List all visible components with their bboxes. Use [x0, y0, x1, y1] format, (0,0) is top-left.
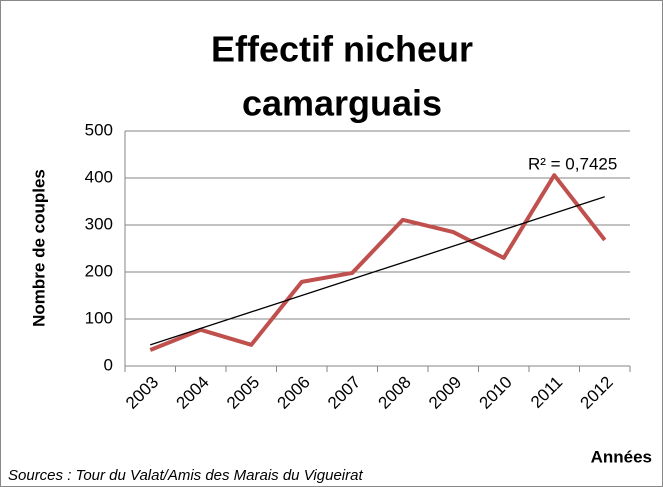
y-tick-label: 400 — [85, 167, 113, 186]
trendline-label: R² = 0,7425 — [528, 154, 617, 173]
y-tick-label: 200 — [85, 261, 113, 280]
data-line — [149, 173, 607, 352]
chart-title: Effectif nicheur — [211, 29, 473, 70]
y-tick-label: 300 — [85, 214, 113, 233]
y-tick-label: 0 — [104, 355, 113, 374]
y-axis-label: Nombre de couples — [29, 169, 48, 327]
y-tick-label: 500 — [85, 120, 113, 139]
y-tick-label: 100 — [85, 308, 113, 327]
chart-title: camarguais — [242, 83, 442, 124]
trendline — [150, 196, 605, 346]
x-axis-label: Années — [591, 447, 652, 466]
source-note: Sources : Tour du Valat/Amis des Marais … — [8, 467, 363, 484]
